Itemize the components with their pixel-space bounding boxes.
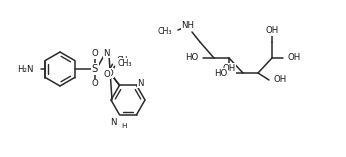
Text: NH: NH	[182, 22, 194, 30]
Text: OH: OH	[222, 64, 236, 73]
Text: CH₃: CH₃	[157, 27, 172, 36]
Text: O: O	[104, 70, 110, 79]
Text: O: O	[91, 49, 98, 59]
Text: H₂N: H₂N	[18, 65, 34, 73]
Text: CH₃: CH₃	[118, 59, 132, 68]
Text: OH: OH	[273, 75, 286, 84]
Text: N: N	[137, 79, 144, 88]
Text: O: O	[91, 79, 98, 89]
Text: HO: HO	[214, 68, 227, 78]
Text: CH₃: CH₃	[117, 56, 131, 65]
Text: OH: OH	[287, 54, 300, 62]
Text: O: O	[106, 69, 113, 78]
Text: H: H	[121, 123, 127, 129]
Text: HO: HO	[185, 54, 198, 62]
Text: OH: OH	[265, 26, 279, 35]
Text: N: N	[103, 49, 110, 57]
Text: N: N	[110, 118, 117, 127]
Text: S: S	[92, 64, 98, 74]
